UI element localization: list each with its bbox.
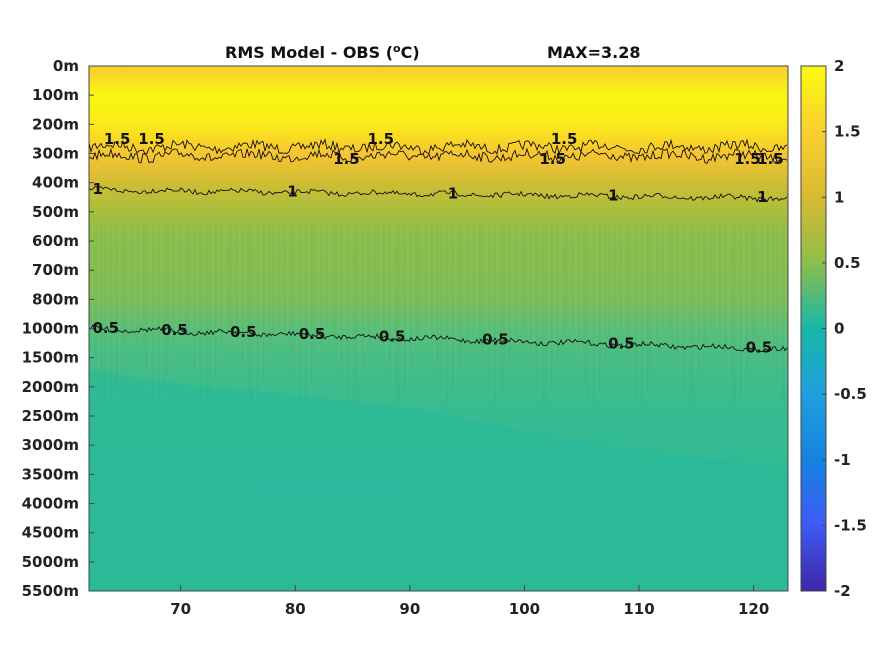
colorbar-tick-label: 2	[834, 57, 844, 75]
y-axis: 0m 100m 200m 300m 400m 500m 600m 700m 800m 1000m 1…	[22, 57, 94, 600]
contour-line-1	[89, 185, 788, 203]
contour-label: 1	[448, 184, 458, 202]
y-tick-label: 4000m	[22, 495, 79, 513]
y-tick-label: 800m	[32, 290, 79, 308]
contour-label: 1.5	[734, 150, 761, 168]
colorbar-tick-label: 1.5	[834, 123, 861, 141]
contour-label: 1	[757, 188, 767, 206]
colorbar-tick-label: -2	[834, 582, 851, 600]
contour-label: 1.5	[539, 150, 566, 168]
deep-water-wedge	[250, 470, 788, 500]
y-tick-label: 600m	[32, 232, 79, 250]
x-tick-label: 70	[170, 600, 191, 618]
x-tick-label: 90	[399, 600, 420, 618]
contour-label: 1.5	[333, 150, 360, 168]
contour-label: 0.5	[608, 334, 635, 352]
y-tick-label: 3000m	[22, 436, 79, 454]
contour-label: 1	[287, 182, 297, 200]
contour-line-1-5	[89, 147, 788, 164]
contour-label: 1.5	[138, 130, 165, 148]
contour-lines	[89, 138, 788, 353]
colorbar-tick-label: -1	[834, 451, 851, 469]
x-tick-label: 110	[623, 600, 654, 618]
y-tick-label: 1000m	[22, 320, 79, 338]
contour-label: 0.5	[379, 327, 406, 345]
contour-labels: 1.5 1.5 1.5 1.51.51.5 1.5 1.51 1 1 1 10.5 0.5 0.5 0.…	[92, 130, 783, 357]
y-tick-label: 2500m	[22, 407, 79, 425]
chart-title: RMS Model - OBS (oC)	[225, 42, 420, 62]
contour-label: 1.5	[367, 130, 394, 148]
colorbar-tick-label: 0	[834, 320, 844, 338]
colorbar-tick-label: 0.5	[834, 254, 861, 272]
colorbar-tick-label: 1	[834, 188, 844, 206]
y-tick-label: 2000m	[22, 378, 79, 396]
contour-line-1-5	[89, 138, 788, 155]
contour-label: 1	[608, 186, 618, 204]
x-tick-label: 100	[509, 600, 540, 618]
contour-label: 1.5	[104, 130, 131, 148]
y-tick-label: 5000m	[22, 553, 79, 571]
y-tick-label: 300m	[32, 145, 79, 163]
x-axis: 70 80 90 100 110 120	[170, 585, 769, 618]
contour-label: 0.5	[482, 331, 509, 349]
contour-label: 0.5	[161, 321, 188, 339]
y-tick-label: 3500m	[22, 465, 79, 483]
colorbar-tick-label: -0.5	[834, 385, 867, 403]
x-tick-label: 120	[738, 600, 769, 618]
y-tick-label: 1500m	[22, 349, 79, 367]
x-tick-label: 80	[285, 600, 306, 618]
colorbar-axis: 2 1.5 1 0.5 0 -0.5 -1 -1.5 -2	[822, 57, 867, 600]
contour-label: 0.5	[746, 338, 773, 356]
colorbar	[800, 65, 827, 592]
heatmap-field	[89, 66, 788, 591]
y-tick-label: 700m	[32, 261, 79, 279]
max-label: MAX=3.28	[547, 43, 641, 62]
y-tick-label: 200m	[32, 115, 79, 133]
y-tick-label: 5500m	[22, 582, 79, 600]
contour-label: 0.5	[299, 325, 326, 343]
y-tick-label: 4500m	[22, 524, 79, 542]
y-tick-label: 0m	[53, 57, 79, 75]
contour-label: 1	[92, 180, 102, 198]
contour-label: 0.5	[230, 323, 257, 341]
y-tick-label: 500m	[32, 203, 79, 221]
colorbar-tick-label: -1.5	[834, 516, 867, 534]
contour-label: 1.5	[551, 130, 578, 148]
contour-label: 1.5	[757, 150, 784, 168]
contour-label: 0.5	[92, 319, 119, 337]
y-tick-label: 100m	[32, 86, 79, 104]
y-tick-label: 400m	[32, 174, 79, 192]
contour-line-0-5	[89, 324, 788, 353]
